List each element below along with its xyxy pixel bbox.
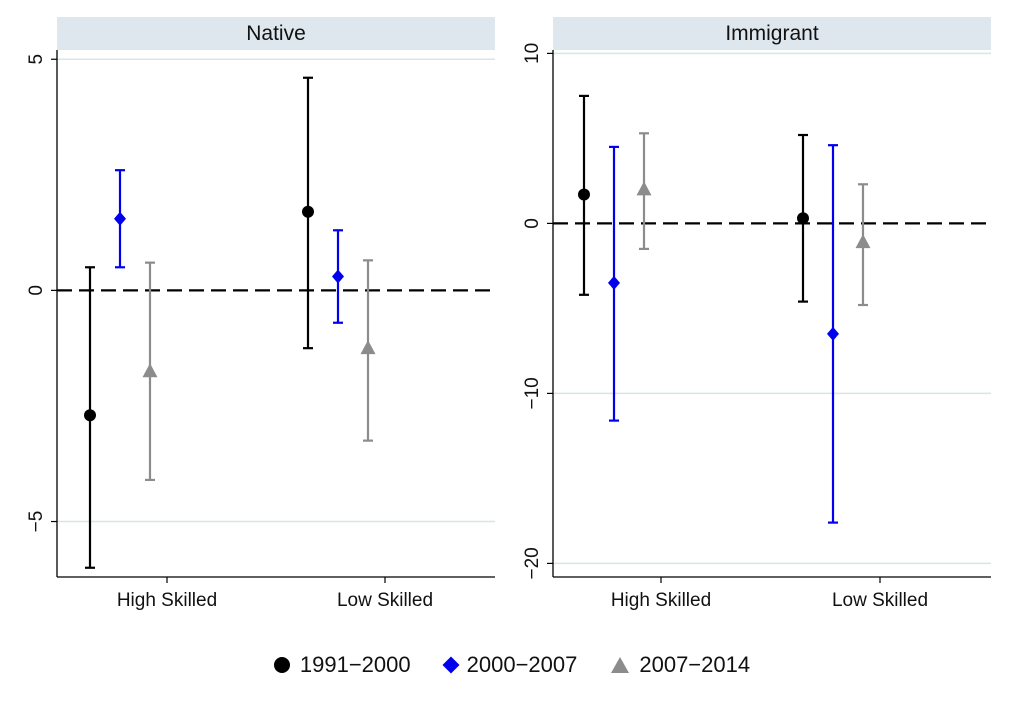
point-diamond bbox=[114, 211, 126, 226]
panel-header bbox=[553, 17, 991, 50]
point-diamond bbox=[827, 326, 839, 341]
error-bar-19912000-high-skilled bbox=[84, 266, 96, 569]
y-tick-label: −20 bbox=[522, 547, 543, 579]
y-tick-label: 10 bbox=[522, 43, 543, 64]
error-bar-20002007-high-skilled bbox=[114, 169, 126, 269]
panel-native: Native 5 0 −5 High Skilled Low Skilled bbox=[26, 17, 495, 611]
point-circle bbox=[302, 205, 314, 218]
error-bar-20072014-high-skilled bbox=[636, 132, 652, 250]
x-tick-label: High Skilled bbox=[611, 590, 711, 611]
error-bar-19912000-low-skilled bbox=[797, 133, 809, 303]
point-circle bbox=[84, 409, 96, 422]
point-triangle bbox=[855, 234, 871, 249]
panel-header bbox=[57, 17, 495, 50]
legend-label-2007-2014: 2007−2014 bbox=[639, 652, 751, 677]
point-triangle bbox=[142, 363, 158, 378]
error-bar-20072014-low-skilled bbox=[360, 259, 376, 442]
chart-legend: 1991−2000 2000−2007 2007−2014 bbox=[0, 645, 1024, 685]
x-tick-label: High Skilled bbox=[117, 590, 217, 611]
legend-item-1991-2000: 1991−2000 bbox=[273, 652, 411, 678]
point-triangle bbox=[360, 340, 376, 355]
y-tick-label: 0 bbox=[522, 218, 543, 229]
error-bar-19912000-low-skilled bbox=[302, 76, 314, 350]
x-tick-label: Low Skilled bbox=[832, 590, 928, 611]
error-bar-20002007-low-skilled bbox=[827, 144, 839, 524]
legend-circle-marker bbox=[273, 657, 290, 673]
error-bar-20072014-low-skilled bbox=[855, 183, 871, 307]
point-diamond bbox=[608, 275, 620, 290]
panel-title: Native bbox=[246, 22, 306, 45]
legend-label-2000-2007: 2000−2007 bbox=[466, 652, 578, 677]
error-bar-20002007-low-skilled bbox=[332, 229, 344, 324]
error-bar-19912000-high-skilled bbox=[578, 94, 590, 296]
legend-label-1991-2000: 1991−2000 bbox=[299, 652, 411, 677]
error-bar-20002007-high-skilled bbox=[608, 145, 620, 422]
legend-diamond-marker bbox=[442, 656, 460, 674]
error-bar-20072014-high-skilled bbox=[142, 261, 158, 482]
y-tick-label: 5 bbox=[26, 54, 47, 65]
point-triangle bbox=[636, 181, 652, 196]
legend-item-2000-2007: 2000−2007 bbox=[442, 652, 578, 678]
panel-immigrant: Immigrant 10 0 −10 −20 High Skilled Low Skille… bbox=[522, 17, 991, 611]
panel-title: Immigrant bbox=[725, 22, 819, 45]
y-tick-label: −10 bbox=[522, 377, 543, 409]
point-circle bbox=[797, 212, 809, 225]
point-diamond bbox=[332, 269, 344, 284]
point-circle bbox=[578, 188, 590, 201]
legend-triangle-marker bbox=[611, 657, 630, 673]
y-tick-label: 0 bbox=[26, 285, 47, 296]
x-tick-label: Low Skilled bbox=[337, 590, 433, 611]
y-tick-label: −5 bbox=[26, 511, 47, 533]
legend-item-2007-2014: 2007−2014 bbox=[611, 652, 750, 678]
